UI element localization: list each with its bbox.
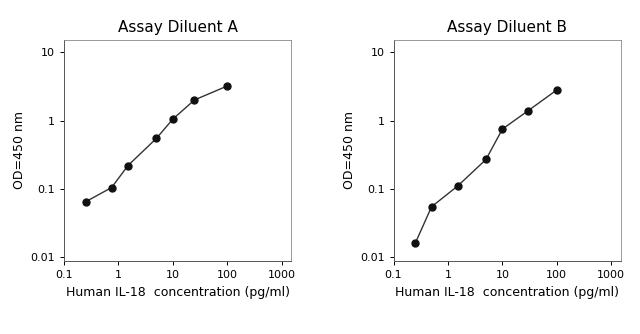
Title: Assay Diluent B: Assay Diluent B [447,20,567,35]
Y-axis label: OD=450 nm: OD=450 nm [342,111,356,189]
X-axis label: Human IL-18  concentration (pg/ml): Human IL-18 concentration (pg/ml) [395,287,619,300]
Y-axis label: OD=450 nm: OD=450 nm [13,111,26,189]
Title: Assay Diluent A: Assay Diluent A [118,20,237,35]
X-axis label: Human IL-18  concentration (pg/ml): Human IL-18 concentration (pg/ml) [66,287,290,300]
